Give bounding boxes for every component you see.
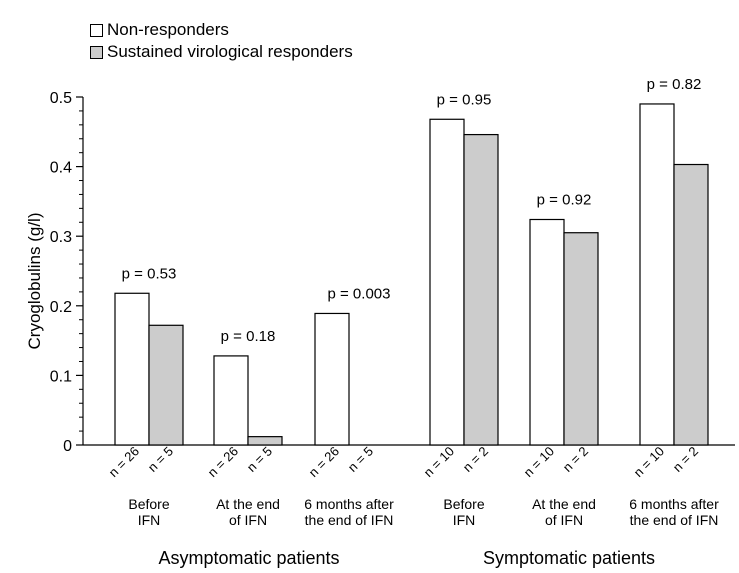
y-tick-label: 0 xyxy=(63,438,72,455)
category-label: of IFN xyxy=(229,512,267,528)
sample-size-label: n = 5 xyxy=(345,444,376,475)
legend-swatch-non-responders xyxy=(90,23,103,37)
category-label: the end of IFN xyxy=(630,512,719,528)
sample-size-label: n = 2 xyxy=(670,444,701,475)
bar-sustained-responders xyxy=(247,436,283,446)
bar-sustained-responders xyxy=(148,324,184,446)
category-label: 6 months after xyxy=(629,496,719,512)
legend-item-sustained-responders: Sustained virological responders xyxy=(90,41,353,63)
category-label: IFN xyxy=(138,512,161,528)
sample-size-label: n = 26 xyxy=(106,444,142,480)
group-label: Symptomatic patients xyxy=(483,548,655,568)
bar-sustained-responders xyxy=(463,133,499,446)
y-tick-label: 0.4 xyxy=(50,160,72,177)
bar-non-responders xyxy=(213,355,249,446)
y-tick-label: 0.1 xyxy=(50,368,72,385)
legend-swatch-sustained-responders xyxy=(90,45,103,59)
legend-item-non-responders: Non-responders xyxy=(90,19,353,41)
p-value-label: p = 0.18 xyxy=(221,328,276,345)
group-label: Asymptomatic patients xyxy=(158,548,339,568)
sample-size-label: n = 2 xyxy=(460,444,491,475)
y-axis-title: Cryoglobulins (g/l) xyxy=(25,213,44,350)
sample-size-label: n = 26 xyxy=(306,444,342,480)
bar-non-responders xyxy=(114,292,150,446)
bar-sustained-responders xyxy=(673,163,709,446)
sample-size-label: n = 10 xyxy=(521,444,557,480)
sample-size-label: n = 26 xyxy=(205,444,241,480)
category-label: the end of IFN xyxy=(305,512,394,528)
sample-size-label: n = 5 xyxy=(145,444,176,475)
y-tick-label: 0.3 xyxy=(50,229,72,246)
category-label: At the end xyxy=(532,496,596,512)
legend-label-non-responders: Non-responders xyxy=(107,20,229,39)
category-label: 6 months after xyxy=(304,496,394,512)
category-label: of IFN xyxy=(545,512,583,528)
p-value-label: p = 0.53 xyxy=(122,265,177,282)
category-label: IFN xyxy=(453,512,476,528)
bar-sustained-responders xyxy=(563,232,599,446)
sample-size-label: n = 10 xyxy=(421,444,457,480)
bar-non-responders xyxy=(529,218,565,446)
p-value-label: p = 0.92 xyxy=(537,191,592,208)
sample-size-label: n = 5 xyxy=(244,444,275,475)
y-tick-label: 0.2 xyxy=(50,299,72,316)
p-value-label: p = 0.82 xyxy=(647,76,702,93)
category-label: At the end xyxy=(216,496,280,512)
y-tick-label: 0.5 xyxy=(50,90,72,107)
bar-non-responders xyxy=(429,118,465,446)
category-label: Before xyxy=(443,496,484,512)
p-value-label: p = 0.95 xyxy=(437,91,492,108)
sample-size-label: n = 10 xyxy=(631,444,667,480)
bar-non-responders xyxy=(639,103,675,446)
sample-size-label: n = 2 xyxy=(560,444,591,475)
bar-non-responders xyxy=(314,312,350,446)
chart-legend: Non-responders Sustained virological res… xyxy=(90,19,353,63)
p-value-label: p = 0.003 xyxy=(328,285,391,302)
category-label: Before xyxy=(128,496,169,512)
legend-label-sustained-responders: Sustained virological responders xyxy=(107,42,353,61)
